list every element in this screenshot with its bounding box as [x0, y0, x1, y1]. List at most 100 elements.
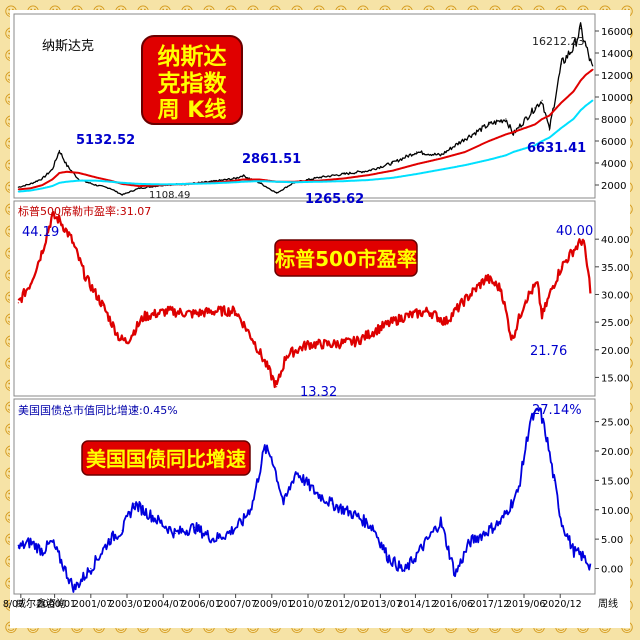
annotation-5132: 5132.52 — [76, 133, 135, 148]
data-point — [572, 46, 575, 49]
footer-source: 威尔鑫咨询 — [16, 597, 66, 610]
data-point — [391, 177, 394, 179]
data-point — [355, 340, 357, 343]
data-point — [548, 137, 551, 139]
data-point — [17, 547, 19, 549]
ytick-label: 10.00 — [601, 506, 630, 517]
data-point — [355, 515, 357, 517]
data-point — [440, 169, 442, 171]
data-point — [488, 159, 490, 161]
data-point — [276, 386, 278, 388]
xtick-label: 2020/12 — [542, 599, 581, 610]
data-point — [469, 541, 471, 543]
data-point — [592, 68, 594, 71]
data-point — [162, 183, 164, 185]
data-point — [536, 282, 538, 284]
series-line-1-3 — [18, 99, 594, 193]
data-point — [29, 183, 32, 185]
panel1-border — [13, 13, 596, 199]
data-point — [235, 180, 237, 182]
data-point — [367, 179, 369, 181]
annotation-13-32: 13.32 — [300, 385, 337, 400]
series-line-3-1 — [17, 407, 592, 593]
data-point — [242, 520, 244, 523]
data-point — [66, 171, 68, 173]
data-point — [464, 299, 466, 301]
ytick-label: 25.00 — [601, 418, 630, 429]
data-point — [58, 172, 61, 174]
data-point — [367, 174, 369, 176]
data-point — [592, 99, 594, 101]
data-point — [387, 556, 389, 558]
data-point — [138, 187, 140, 189]
data-point — [580, 79, 582, 82]
data-point — [307, 343, 309, 345]
ytick-label: 40.00 — [601, 235, 630, 246]
annotation-40-00: 40.00 — [556, 224, 593, 239]
data-point — [58, 149, 61, 152]
data-point — [109, 181, 111, 183]
data-point — [66, 164, 68, 166]
data-point — [167, 310, 169, 312]
ytick-label: 10000 — [601, 93, 633, 104]
data-point — [119, 338, 121, 340]
data-point — [488, 140, 490, 142]
annotation-6631: 6631.41 — [527, 141, 586, 156]
data-point — [210, 182, 213, 184]
data-point — [29, 282, 32, 284]
data-point — [276, 192, 278, 194]
data-point — [505, 154, 507, 156]
xtick-label: 2001/07 — [73, 599, 112, 610]
ytick-label: 25.00 — [601, 318, 630, 329]
data-point — [29, 189, 32, 192]
xtick-label: 2016/06 — [434, 599, 473, 610]
data-point — [70, 238, 73, 240]
data-point — [58, 182, 61, 184]
data-point — [133, 503, 135, 505]
ytick-label: 5.00 — [601, 535, 623, 546]
data-point — [505, 133, 507, 135]
panel3-indicator-label: 美国国债总市值同比增速:0.45% — [18, 403, 178, 417]
data-point — [215, 310, 217, 312]
bond-banner: 美国国债同比增速 — [81, 440, 251, 476]
data-point — [572, 118, 575, 120]
data-point — [295, 471, 297, 473]
data-point — [440, 520, 442, 523]
annotation-1108: 1108.49 — [149, 190, 190, 201]
data-point — [331, 343, 333, 345]
data-point — [428, 310, 430, 312]
data-point — [541, 316, 543, 318]
data-point — [331, 503, 333, 505]
data-point — [17, 302, 19, 304]
ytick-label: 20.00 — [601, 346, 630, 357]
data-point — [512, 131, 514, 133]
data-point — [512, 151, 514, 153]
data-point — [259, 180, 261, 182]
annotation-27-14: 27.14% — [532, 403, 582, 418]
data-point — [560, 101, 563, 104]
data-point — [551, 288, 553, 290]
data-point — [572, 249, 575, 251]
series-line-2-1 — [17, 211, 592, 389]
panel3-plot — [17, 407, 592, 593]
ytick-label: 4000 — [601, 159, 626, 170]
ytick-label: 14000 — [601, 49, 633, 60]
data-point — [121, 182, 123, 184]
data-point — [548, 115, 551, 117]
data-point — [589, 565, 592, 567]
data-point — [85, 277, 87, 279]
data-point — [343, 180, 345, 182]
data-point — [95, 184, 97, 186]
xtick-label: 2010/07 — [290, 599, 329, 610]
data-point — [41, 184, 44, 186]
panel1-corner-title: 纳斯达克 — [42, 39, 94, 54]
xtick-label: 2009/01 — [254, 599, 293, 610]
panel3-border — [13, 398, 596, 595]
xtick-label: 2017/12 — [470, 599, 509, 610]
data-point — [235, 310, 237, 312]
annotation-21-76: 21.76 — [530, 344, 567, 359]
data-point — [416, 163, 418, 165]
data-point — [51, 215, 53, 217]
data-point — [235, 181, 237, 183]
data-point — [41, 187, 44, 189]
